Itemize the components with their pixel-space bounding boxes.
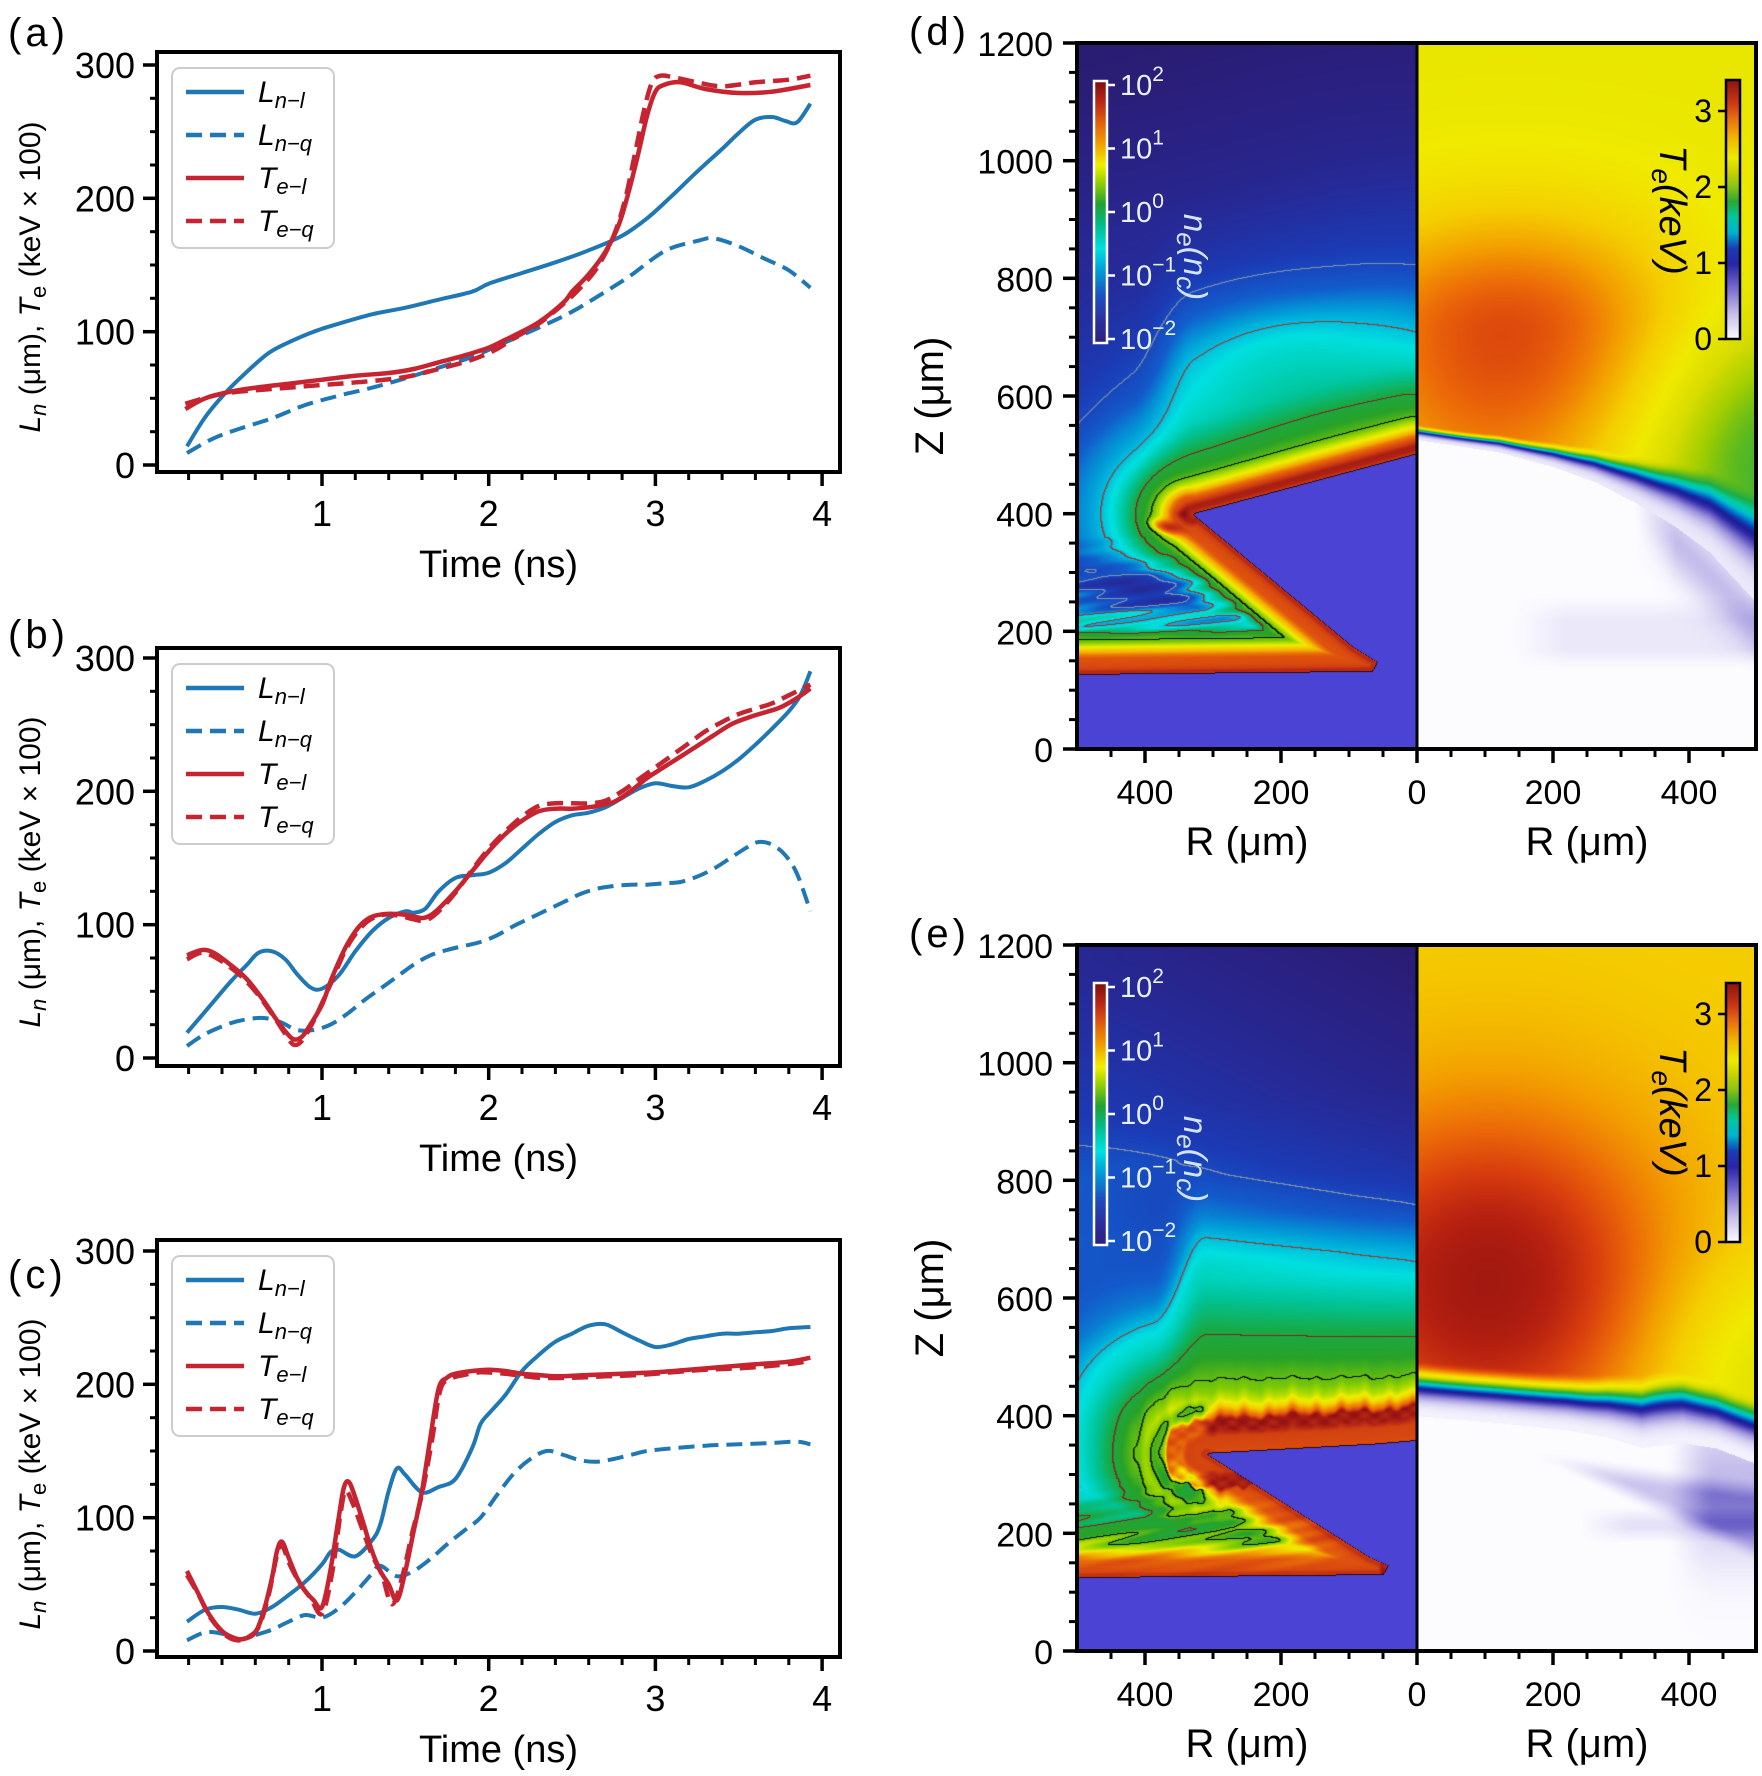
svg-text:(e): (e) — [909, 912, 966, 956]
svg-text:Z (μm): Z (μm) — [908, 1239, 952, 1358]
svg-text:100: 100 — [75, 905, 135, 946]
svg-text:0: 0 — [1034, 1634, 1053, 1672]
svg-text:102: 102 — [1120, 63, 1164, 102]
svg-text:3: 3 — [645, 493, 665, 534]
svg-text:200: 200 — [75, 1364, 135, 1405]
svg-text:R (μm): R (μm) — [1525, 820, 1648, 864]
svg-text:4: 4 — [812, 1087, 832, 1128]
svg-text:R (μm): R (μm) — [1185, 1722, 1308, 1766]
svg-text:(d): (d) — [909, 10, 966, 54]
svg-text:200: 200 — [996, 1516, 1053, 1554]
svg-text:0: 0 — [115, 445, 135, 486]
svg-text:1: 1 — [1694, 1148, 1712, 1184]
svg-text:(b): (b) — [8, 613, 65, 657]
svg-text:10−1: 10−1 — [1120, 254, 1176, 293]
svg-text:300: 300 — [75, 638, 135, 679]
svg-text:0: 0 — [115, 1038, 135, 1079]
svg-text:800: 800 — [996, 1163, 1053, 1201]
svg-text:10−2: 10−2 — [1120, 317, 1176, 356]
svg-text:0: 0 — [1408, 774, 1427, 812]
svg-text:200: 200 — [1525, 774, 1582, 812]
svg-text:Time (ns): Time (ns) — [419, 544, 578, 586]
svg-text:3: 3 — [645, 1087, 665, 1128]
svg-text:R (μm): R (μm) — [1525, 1722, 1648, 1766]
svg-text:Te(keV): Te(keV) — [1646, 1047, 1693, 1177]
svg-text:2: 2 — [1694, 169, 1712, 205]
svg-text:2: 2 — [1694, 1072, 1712, 1108]
svg-text:600: 600 — [996, 379, 1053, 417]
svg-text:100: 100 — [75, 1498, 135, 1539]
svg-text:4: 4 — [812, 493, 832, 534]
svg-text:Ln (μm), Te (keV × 100): Ln (μm), Te (keV × 100) — [14, 121, 51, 432]
svg-text:0: 0 — [1034, 732, 1053, 770]
svg-text:ne(nc): ne(nc) — [1171, 214, 1214, 300]
svg-text:10−1: 10−1 — [1120, 1156, 1176, 1195]
svg-text:400: 400 — [996, 497, 1053, 535]
svg-text:101: 101 — [1120, 127, 1164, 166]
svg-text:3: 3 — [1694, 93, 1712, 129]
svg-text:0: 0 — [1694, 1224, 1712, 1260]
svg-text:100: 100 — [75, 312, 135, 353]
svg-text:200: 200 — [1525, 1676, 1582, 1714]
svg-text:0: 0 — [1694, 321, 1712, 357]
svg-text:300: 300 — [75, 45, 135, 86]
svg-text:R (μm): R (μm) — [1185, 820, 1308, 864]
svg-text:2: 2 — [479, 493, 499, 534]
svg-text:600: 600 — [996, 1281, 1053, 1319]
svg-text:1200: 1200 — [977, 26, 1053, 64]
svg-text:3: 3 — [645, 1678, 665, 1719]
svg-text:2: 2 — [479, 1087, 499, 1128]
svg-text:400: 400 — [1117, 1676, 1174, 1714]
svg-text:102: 102 — [1120, 965, 1164, 1004]
svg-text:Time (ns): Time (ns) — [419, 1138, 578, 1180]
svg-text:400: 400 — [1661, 1676, 1718, 1714]
svg-text:ne(nc): ne(nc) — [1171, 1116, 1214, 1202]
svg-text:3: 3 — [1694, 996, 1712, 1032]
svg-text:200: 200 — [75, 178, 135, 219]
svg-text:101: 101 — [1120, 1029, 1164, 1068]
svg-text:200: 200 — [75, 771, 135, 812]
svg-text:0: 0 — [115, 1631, 135, 1672]
svg-text:1: 1 — [1694, 245, 1712, 281]
svg-text:0: 0 — [1408, 1676, 1427, 1714]
svg-text:300: 300 — [75, 1231, 135, 1272]
svg-text:Ln (μm), Te (keV × 100): Ln (μm), Te (keV × 100) — [14, 1318, 51, 1629]
svg-text:100: 100 — [1120, 190, 1164, 229]
svg-text:1: 1 — [312, 1087, 332, 1128]
svg-text:200: 200 — [996, 614, 1053, 652]
svg-text:400: 400 — [1661, 774, 1718, 812]
svg-text:10−2: 10−2 — [1120, 1219, 1176, 1258]
svg-text:1: 1 — [312, 1678, 332, 1719]
svg-text:(a): (a) — [8, 11, 65, 55]
svg-text:4: 4 — [812, 1678, 832, 1719]
svg-text:Te(keV): Te(keV) — [1646, 145, 1693, 275]
svg-text:Time (ns): Time (ns) — [419, 1729, 578, 1771]
svg-text:Z (μm): Z (μm) — [908, 337, 952, 456]
svg-text:100: 100 — [1120, 1092, 1164, 1131]
svg-text:800: 800 — [996, 261, 1053, 299]
svg-text:1: 1 — [312, 493, 332, 534]
svg-text:Ln (μm), Te (keV × 100): Ln (μm), Te (keV × 100) — [14, 716, 51, 1027]
svg-text:200: 200 — [1253, 774, 1310, 812]
svg-text:200: 200 — [1253, 1676, 1310, 1714]
svg-text:2: 2 — [479, 1678, 499, 1719]
svg-text:400: 400 — [1117, 774, 1174, 812]
svg-text:1000: 1000 — [977, 144, 1053, 182]
svg-text:1000: 1000 — [977, 1046, 1053, 1084]
svg-text:(c): (c) — [8, 1253, 63, 1297]
svg-text:400: 400 — [996, 1399, 1053, 1437]
svg-text:1200: 1200 — [977, 928, 1053, 966]
